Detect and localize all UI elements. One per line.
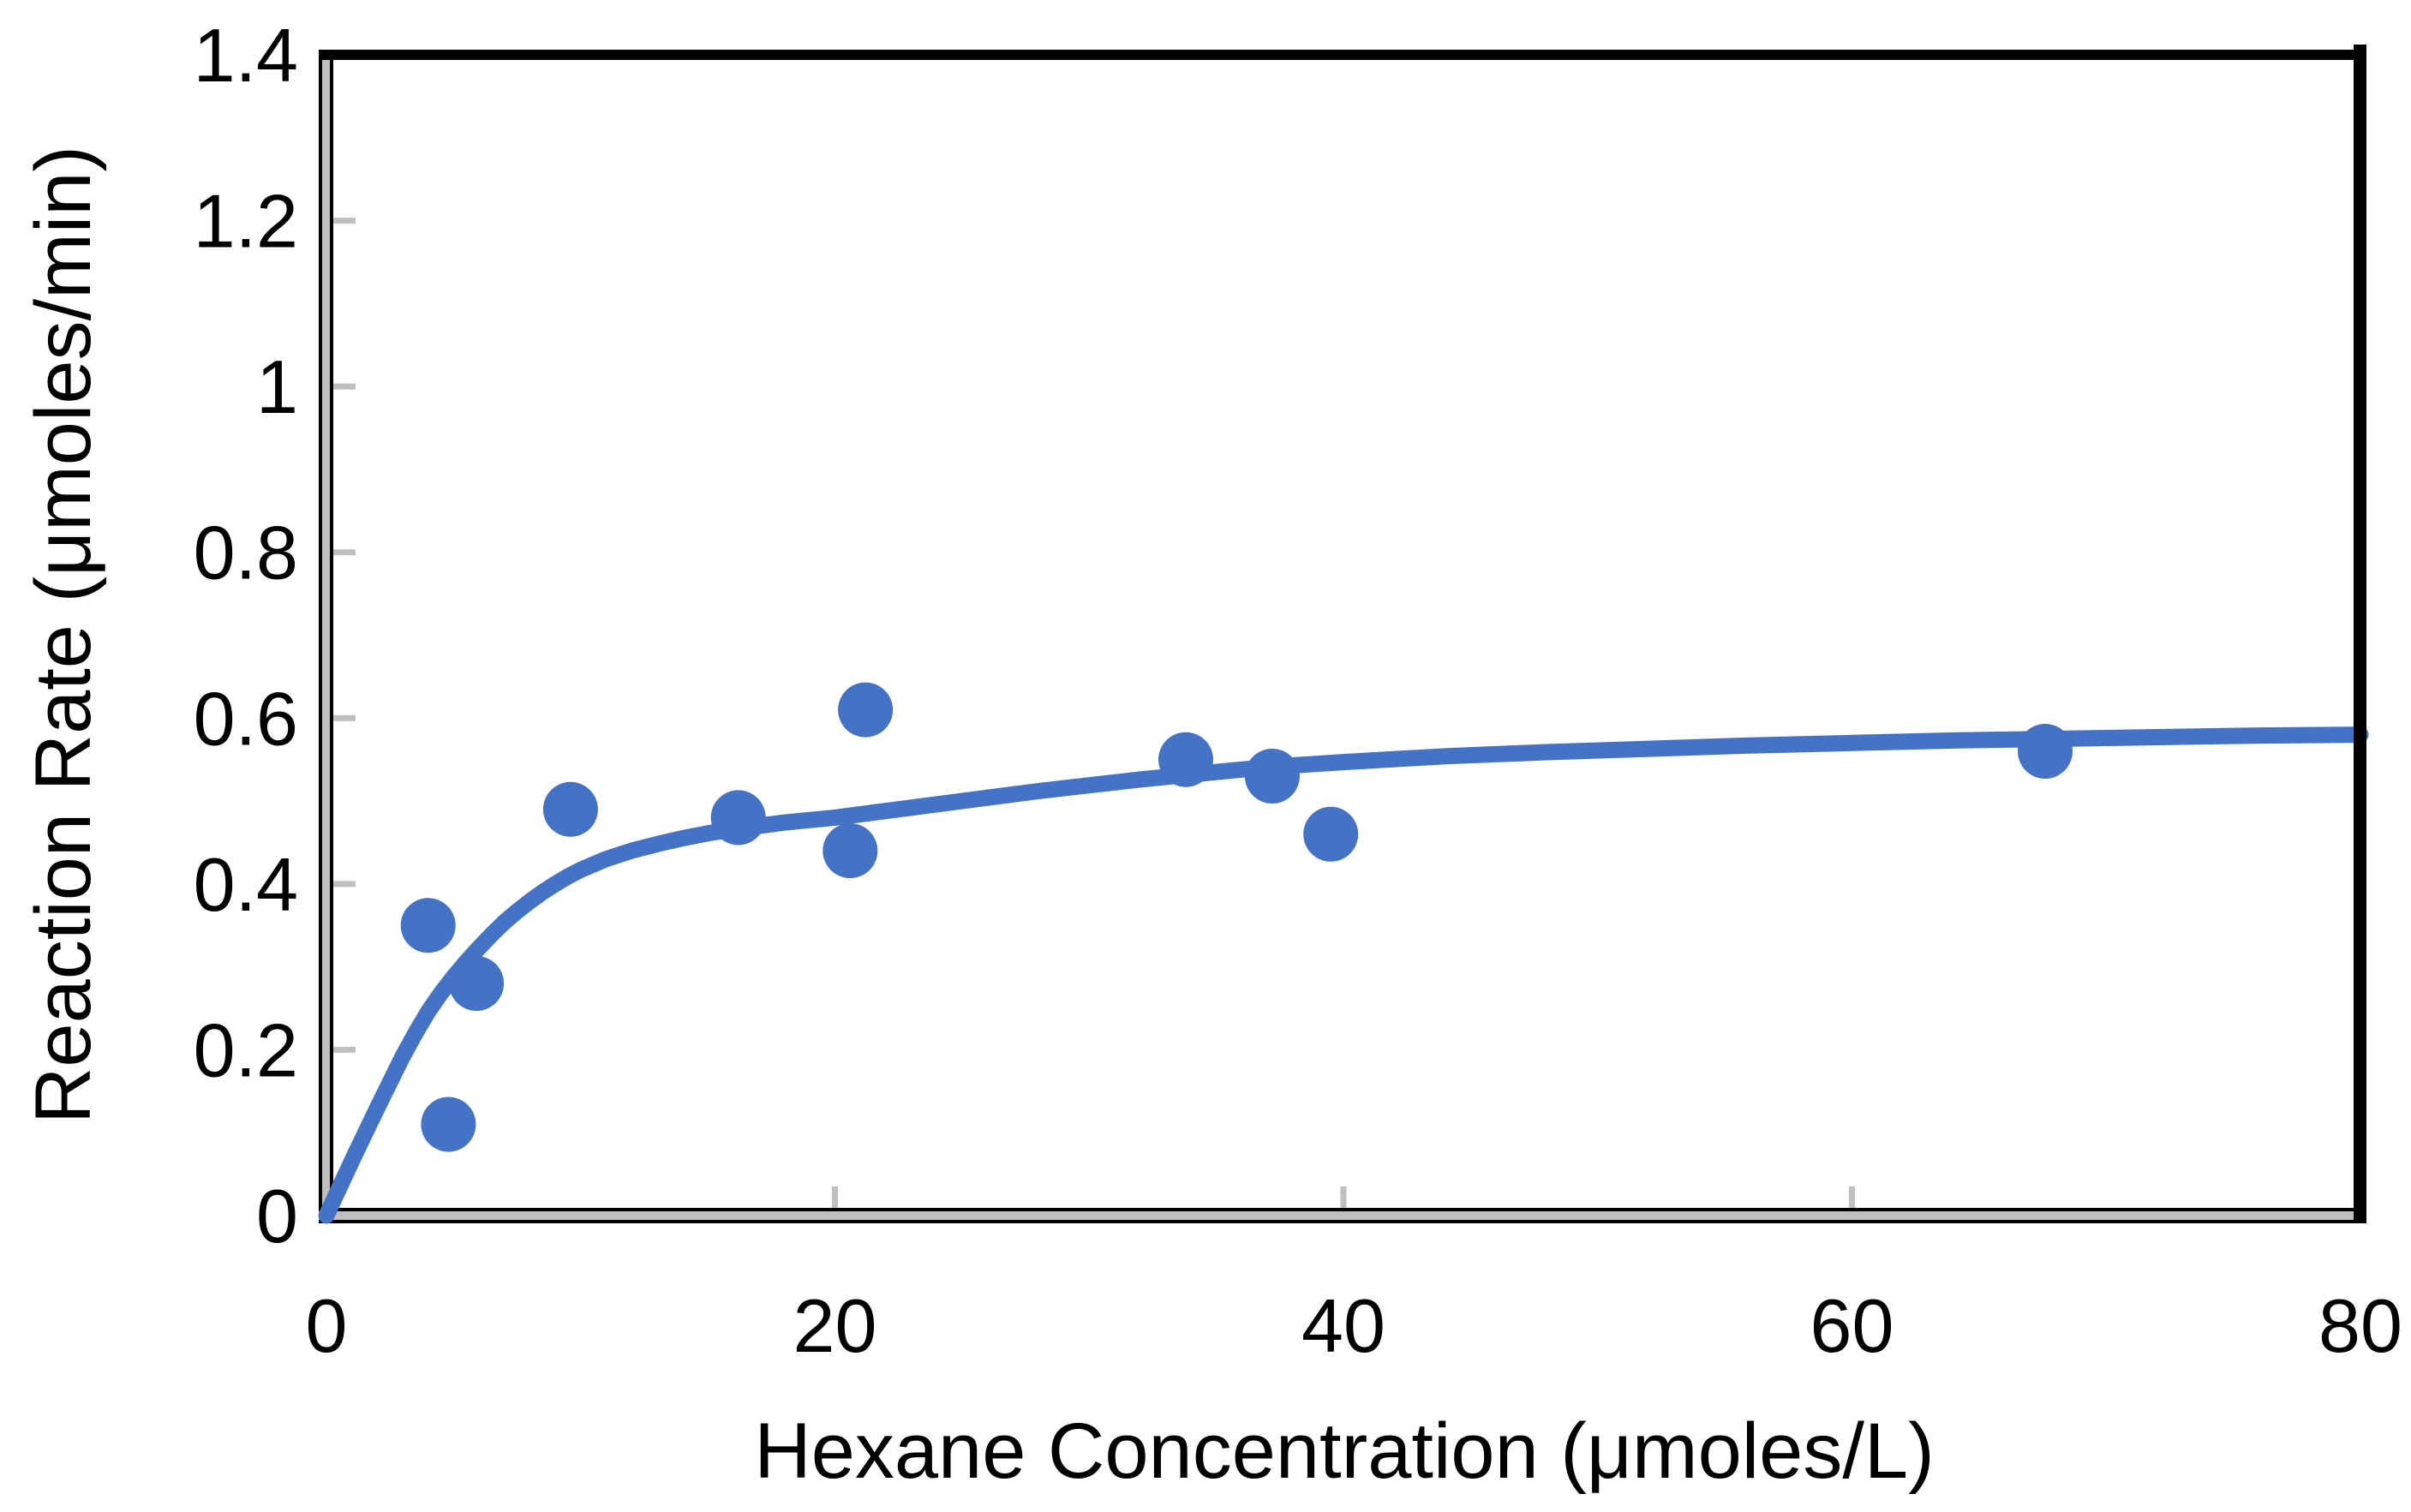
data-point: [1244, 749, 1300, 804]
y-tick: [333, 1046, 356, 1053]
data-point: [400, 898, 456, 953]
plot-right-border: [2354, 45, 2366, 1223]
x-axis-edge-top: [319, 1208, 2366, 1211]
data-point: [2018, 724, 2073, 779]
y-tick-label: 1.4: [194, 13, 298, 98]
plot-top-border: [319, 50, 2366, 60]
x-axis-line: [319, 1208, 2366, 1223]
y-tick-label: 0.8: [194, 511, 298, 595]
y-axis-title: Reaction Rate (μmoles/min): [20, 146, 107, 1124]
y-tick: [333, 881, 356, 887]
x-axis-edge-bottom: [319, 1220, 2366, 1223]
x-tick-label: 20: [793, 1283, 877, 1368]
x-tick: [832, 1186, 838, 1209]
y-tick-label: 1.2: [194, 179, 298, 264]
data-point: [823, 823, 878, 879]
y-axis-edge-right: [330, 50, 333, 1223]
y-axis-tick-labels: 0 0.2 0.4 0.6 0.8 1 1.2 1.4: [194, 13, 298, 1258]
x-axis-title: Hexane Concentration (μmoles/L): [754, 1407, 1934, 1495]
y-tick-label: 0.4: [194, 842, 298, 927]
fit-curve: [318, 726, 2369, 1224]
x-axis-gray-line: [319, 1211, 2366, 1220]
x-tick-label: 80: [2318, 1283, 2402, 1368]
x-axis-ticks: [832, 1186, 1855, 1209]
y-tick: [333, 383, 356, 390]
y-axis-gray-line: [322, 50, 330, 1223]
data-point: [710, 790, 766, 846]
x-tick-label: 0: [306, 1283, 348, 1368]
x-tick-label: 60: [1810, 1283, 1894, 1368]
data-point: [421, 1097, 476, 1152]
y-tick-label: 0.2: [194, 1007, 298, 1092]
y-axis-edge-left: [319, 50, 322, 1223]
x-tick: [1849, 1186, 1855, 1209]
y-tick: [333, 218, 356, 224]
data-point: [1158, 732, 1213, 787]
x-tick: [1340, 1186, 1347, 1209]
x-axis-tick-labels: 0 20 40 60 80: [306, 1283, 2402, 1368]
y-tick-label: 0: [256, 1174, 298, 1258]
data-point: [838, 682, 894, 738]
data-point: [542, 781, 598, 837]
y-tick: [333, 714, 356, 721]
y-tick: [333, 549, 356, 556]
y-axis-ticks: [333, 218, 356, 1053]
x-tick-label: 40: [1301, 1283, 1385, 1368]
data-point: [1303, 806, 1359, 862]
y-axis-line: [319, 50, 333, 1223]
y-tick-label: 0.6: [194, 676, 298, 761]
data-points: [400, 682, 2073, 1152]
data-point: [449, 956, 505, 1011]
y-tick-label: 1: [256, 344, 298, 429]
